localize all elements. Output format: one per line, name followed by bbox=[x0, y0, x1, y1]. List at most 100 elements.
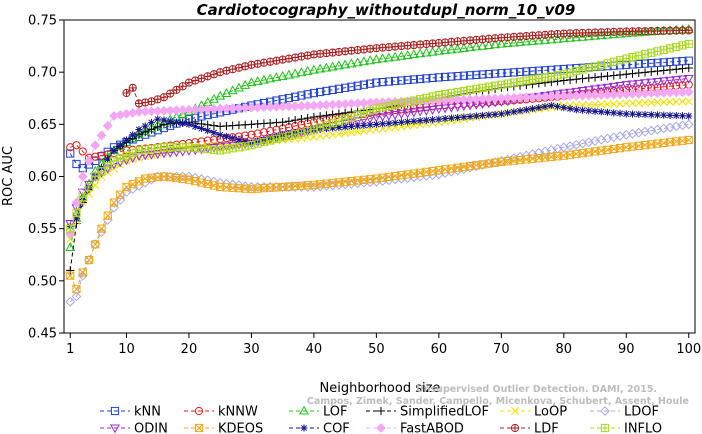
point-simplifiedlof bbox=[640, 68, 650, 77]
point-cof bbox=[672, 111, 680, 120]
point-knn bbox=[353, 81, 362, 90]
legend-item-ldf: LDF bbox=[500, 422, 559, 434]
point-lof bbox=[633, 27, 644, 37]
point-ldof bbox=[77, 270, 88, 281]
point-odin bbox=[383, 111, 394, 121]
point-loop bbox=[597, 100, 606, 109]
point-lof bbox=[358, 56, 369, 66]
x-tick-label: 20 bbox=[181, 342, 198, 357]
axes: 0.45 0.50 0.55 0.60 0.65 0.70 0.75 1 10 20 30 40 50 6… bbox=[28, 14, 701, 358]
point-cof bbox=[347, 122, 355, 131]
point-ldof bbox=[546, 145, 557, 155]
point-loop bbox=[641, 98, 649, 107]
point-cof bbox=[491, 110, 499, 119]
legend-label: SimplifiedLOF bbox=[400, 405, 489, 420]
point-odin bbox=[84, 180, 94, 190]
legend-item-cof: COF bbox=[289, 422, 350, 434]
point-cof bbox=[641, 110, 649, 119]
legend-marker-inflo bbox=[600, 423, 610, 433]
point-lof bbox=[440, 45, 451, 55]
point-cof bbox=[597, 108, 605, 116]
point-loop bbox=[66, 235, 75, 244]
point-cof bbox=[391, 119, 399, 127]
point-odin bbox=[215, 143, 226, 153]
point-lof bbox=[246, 77, 257, 87]
point-knn bbox=[347, 82, 356, 91]
point-lof bbox=[415, 48, 426, 58]
legend-marker-fastabod bbox=[376, 423, 386, 433]
point-loop bbox=[591, 100, 599, 109]
point-odin bbox=[415, 107, 426, 117]
point-cof bbox=[610, 109, 618, 117]
legend-label: LoOP bbox=[534, 405, 567, 420]
point-cof bbox=[660, 111, 668, 119]
point-cof bbox=[179, 119, 187, 127]
point-simplifiedlof bbox=[316, 112, 325, 121]
point-knn bbox=[434, 73, 443, 82]
point-cof bbox=[628, 110, 637, 118]
point-ldf bbox=[684, 26, 693, 35]
point-simplifiedlof bbox=[322, 111, 331, 120]
point-cof bbox=[166, 117, 174, 125]
point-lof bbox=[346, 58, 357, 68]
point-simplifiedlof bbox=[597, 72, 606, 81]
x-tick-label: 100 bbox=[676, 342, 701, 357]
point-cof bbox=[185, 120, 193, 128]
point-cof bbox=[235, 136, 243, 144]
legend-marker-kdeos bbox=[194, 423, 204, 433]
point-knn bbox=[66, 149, 75, 158]
point-loop bbox=[584, 100, 593, 109]
point-lof bbox=[271, 72, 282, 82]
point-lof bbox=[240, 79, 251, 89]
point-odin bbox=[365, 114, 376, 124]
point-loop bbox=[653, 98, 662, 107]
point-loop bbox=[616, 99, 624, 108]
point-cof bbox=[422, 116, 430, 124]
point-odin bbox=[377, 112, 388, 122]
point-loop bbox=[359, 127, 368, 135]
point-cof bbox=[622, 110, 630, 118]
y-tick-label: 0.65 bbox=[28, 118, 57, 133]
point-knn bbox=[509, 68, 518, 77]
point-inflo bbox=[91, 172, 100, 181]
point-ldof bbox=[71, 291, 82, 302]
point-cof bbox=[216, 131, 224, 139]
point-knn bbox=[303, 90, 312, 99]
plot-area bbox=[65, 23, 694, 307]
point-odin bbox=[371, 113, 382, 123]
point-lof bbox=[458, 42, 469, 52]
y-tick-label: 0.70 bbox=[28, 66, 57, 81]
point-lof bbox=[615, 28, 625, 38]
point-cof bbox=[647, 111, 655, 119]
point-simplifiedlof bbox=[209, 121, 219, 130]
point-odin bbox=[396, 110, 407, 120]
point-knnw bbox=[203, 136, 212, 145]
point-cof bbox=[535, 104, 543, 112]
point-lof bbox=[221, 88, 232, 97]
point-odin bbox=[590, 85, 600, 95]
point-cof bbox=[397, 118, 405, 126]
point-cof bbox=[653, 111, 662, 119]
point-knn bbox=[659, 58, 668, 67]
point-knn bbox=[459, 71, 468, 80]
point-cof bbox=[635, 110, 643, 118]
point-inflo bbox=[684, 39, 693, 49]
point-simplifiedlof bbox=[684, 63, 693, 73]
point-cof bbox=[241, 137, 249, 146]
point-cof bbox=[541, 102, 549, 111]
point-knn bbox=[528, 67, 537, 76]
point-cof bbox=[141, 122, 149, 130]
point-knn bbox=[484, 69, 493, 79]
point-kdeos bbox=[72, 285, 81, 294]
point-knn bbox=[384, 77, 393, 86]
point-lof bbox=[277, 70, 288, 80]
point-lof bbox=[521, 36, 532, 46]
point-fastabod bbox=[102, 120, 113, 131]
legend-label: kNN bbox=[134, 405, 161, 420]
point-simplifiedlof bbox=[678, 64, 687, 73]
point-ldof bbox=[540, 146, 550, 157]
point-odin bbox=[627, 80, 638, 90]
point-lof bbox=[546, 34, 557, 44]
point-cof bbox=[578, 106, 587, 114]
legend-item-knnw: kNNW bbox=[184, 405, 258, 420]
